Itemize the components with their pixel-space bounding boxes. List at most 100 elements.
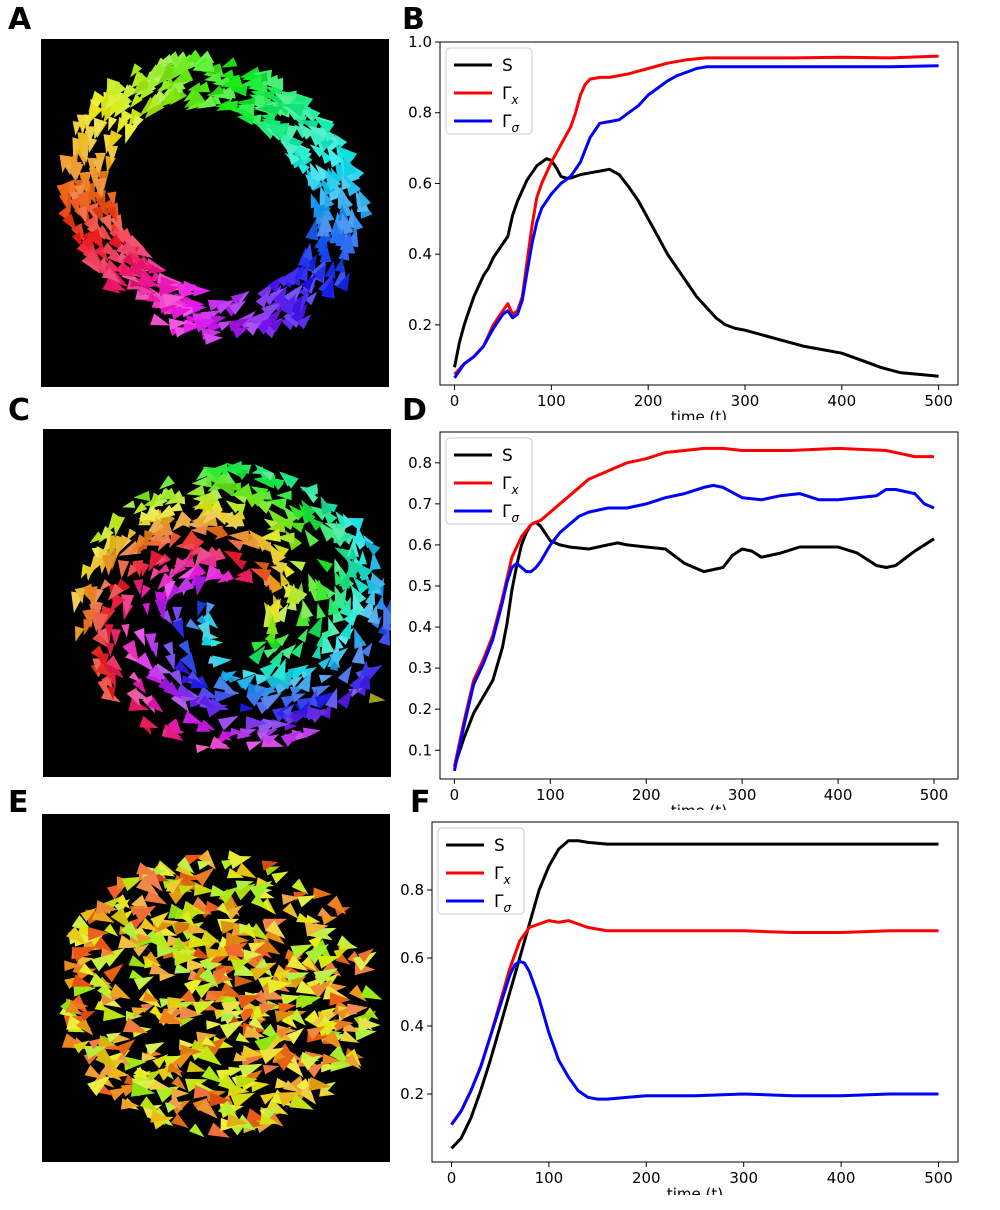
panel-label-e: E <box>8 785 29 820</box>
agent-cone <box>133 502 148 515</box>
simulation-snapshot-disk <box>42 814 390 1162</box>
agent-cone <box>317 520 338 542</box>
agent-cone <box>287 664 309 682</box>
agent-cone <box>125 649 140 664</box>
agent-cone <box>74 587 85 604</box>
agent-cone <box>178 885 195 896</box>
agent-cone <box>266 123 287 139</box>
agent-cone <box>190 524 207 536</box>
agent-cone <box>89 531 104 544</box>
agent-cone <box>288 675 304 688</box>
agent-cone <box>343 607 360 627</box>
agent-cone <box>91 547 101 561</box>
agent-cone <box>360 660 371 676</box>
agent-cone <box>108 130 123 151</box>
agent-cone <box>195 675 209 689</box>
agent-cone <box>306 492 319 504</box>
agent-cone <box>136 862 157 875</box>
agent-cone <box>191 1039 208 1050</box>
agent-cone <box>307 616 323 638</box>
agent-cone <box>260 692 283 710</box>
agent-cone <box>230 959 252 972</box>
agent-cone <box>309 144 326 158</box>
agent-cone <box>89 973 110 989</box>
agent-cone <box>206 1020 222 1030</box>
agent-cone <box>353 214 364 231</box>
agent-cone <box>105 655 123 672</box>
agent-cone <box>358 189 371 208</box>
agent-cone <box>378 626 390 646</box>
agent-cone <box>97 1036 116 1048</box>
agent-cone <box>279 140 299 157</box>
agent-cone <box>86 103 103 126</box>
agent-cone <box>137 272 160 287</box>
agent-cone <box>304 105 321 121</box>
agent-cone <box>101 994 121 1006</box>
agent-cone <box>158 475 175 490</box>
agent-cone <box>95 900 119 914</box>
agent-cone <box>188 546 202 555</box>
agent-cone <box>86 228 105 251</box>
x-tick-label: 0 <box>450 786 460 804</box>
agent-cone <box>327 895 347 915</box>
agent-cone <box>143 951 161 967</box>
agent-cone <box>321 632 335 654</box>
agent-cone <box>191 477 208 487</box>
agent-cone <box>263 77 284 91</box>
agent-cone <box>95 1048 118 1070</box>
series-line-σ <box>453 64 939 379</box>
agent-cone <box>283 1080 300 1093</box>
y-tick-label: 0.7 <box>408 495 432 513</box>
agent-cone <box>109 1066 130 1079</box>
agent-cone <box>313 887 332 900</box>
agent-cone <box>76 1017 94 1036</box>
agent-cone <box>174 963 193 974</box>
agent-cone <box>93 244 109 262</box>
agent-cone <box>253 533 271 552</box>
agent-cone <box>130 70 147 89</box>
agent-cone <box>324 687 338 709</box>
agent-cone <box>83 250 104 270</box>
agent-cone <box>230 292 246 305</box>
y-tick-label: 0.3 <box>408 659 432 677</box>
agent-cone <box>81 139 91 156</box>
panel-label-d: D <box>402 393 427 428</box>
agent-cone <box>167 501 183 512</box>
agent-cone <box>115 535 129 558</box>
agent-cone <box>156 564 170 574</box>
agent-cone <box>93 180 104 197</box>
agent-cone <box>159 79 172 94</box>
agent-cone <box>262 1106 280 1120</box>
agent-cone <box>142 602 150 616</box>
agent-cone <box>204 564 220 583</box>
agent-cone <box>179 530 200 548</box>
agent-cone <box>97 627 109 645</box>
agent-cone <box>286 954 309 971</box>
agent-cone <box>134 925 151 940</box>
agent-cone <box>246 741 263 751</box>
agent-cone <box>110 629 122 646</box>
agent-cone <box>145 77 159 92</box>
agent-cone <box>345 558 363 575</box>
simulation-snapshot-swirl <box>43 429 391 777</box>
agent-cone <box>156 504 176 520</box>
agent-cone <box>160 276 178 287</box>
agent-cone <box>347 1003 368 1017</box>
agent-cone <box>95 196 106 214</box>
agent-cone <box>197 620 211 642</box>
agent-cone <box>302 727 321 739</box>
y-tick-label: 0.6 <box>408 536 432 554</box>
agent-cone <box>152 1054 169 1069</box>
agent-cone <box>200 611 219 629</box>
agent-cone <box>207 1122 231 1138</box>
agent-cone <box>122 500 136 508</box>
x-tick-label: 500 <box>924 1169 953 1187</box>
agent-cone <box>179 652 197 675</box>
agent-cone <box>324 170 342 192</box>
agent-cone <box>133 1066 148 1081</box>
agent-cone <box>163 641 174 658</box>
agent-cone <box>317 955 341 969</box>
agent-cone <box>194 867 215 886</box>
agent-cone <box>331 219 341 234</box>
agent-cone <box>337 935 356 949</box>
